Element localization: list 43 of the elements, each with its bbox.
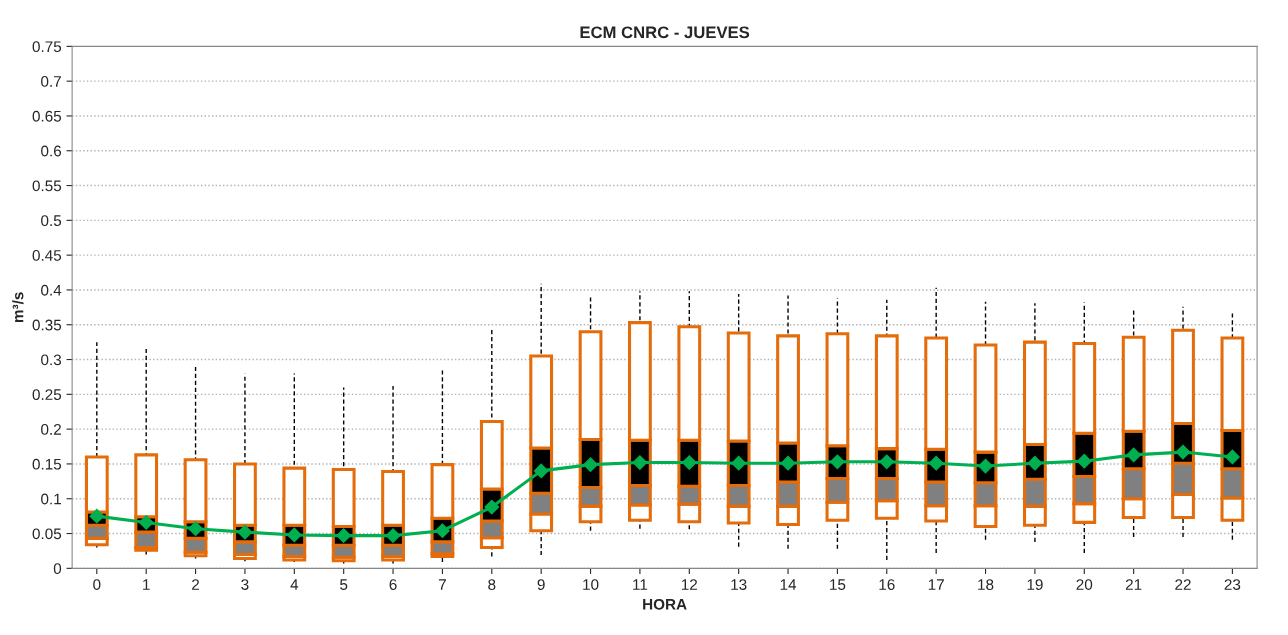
x-tick-label: 15 [830,579,846,590]
x-tick-label: 23 [1224,579,1241,590]
x-tick-label: 12 [681,579,698,590]
y-tick-label: 0.2 [41,424,61,435]
x-tick-label: 3 [241,579,249,590]
x-tick-label: 14 [780,579,797,590]
x-tick-label: 1 [143,579,150,590]
y-tick-label: 0.35 [32,319,62,331]
y-tick-label: 0.3 [41,354,62,366]
y-tick-label: 0.25 [32,389,62,401]
x-tick-label: 21 [1125,579,1142,590]
chart-title: ECM CNRC - JUEVES [580,26,750,39]
x-tick-label: 9 [537,579,545,590]
x-tick-label: 18 [978,579,994,590]
x-tick-label: 11 [633,579,648,590]
y-tick-label: 0.6 [41,145,62,157]
y-tick-label: 0.05 [32,528,62,540]
y-tick-label: 0.5 [41,215,62,227]
y-tick-label: 0.15 [32,458,62,470]
x-tick-label: 10 [583,579,599,590]
x-tick-label: 8 [488,579,496,590]
x-tick-label: 13 [731,579,747,590]
x-axis-title: HORA [643,598,687,610]
x-tick-label: 7 [438,579,446,590]
y-tick-label: 0.1 [41,493,61,505]
y-tick-label: 0.75 [32,41,62,53]
x-tick-label: 5 [340,579,348,590]
x-tick-label: 16 [879,579,895,590]
x-tick-label: 19 [1027,579,1043,590]
y-tick-label: 0 [53,563,62,575]
x-tick-label: 0 [93,579,101,590]
y-tick-label: 0.45 [32,250,62,261]
y-tick-label: 0.65 [32,110,62,122]
x-tick-label: 2 [192,579,200,590]
x-tick-label: 6 [389,579,397,590]
y-tick-label: 0.7 [41,76,61,87]
y-tick-label: 0.55 [32,180,62,192]
y-tick-label: 0.4 [41,284,62,296]
x-tick-label: 20 [1076,579,1093,590]
x-tick-label: 17 [928,579,944,590]
y-axis-title: m³/s [12,292,24,323]
x-tick-label: 4 [290,579,299,590]
x-tick-label: 22 [1175,579,1191,590]
